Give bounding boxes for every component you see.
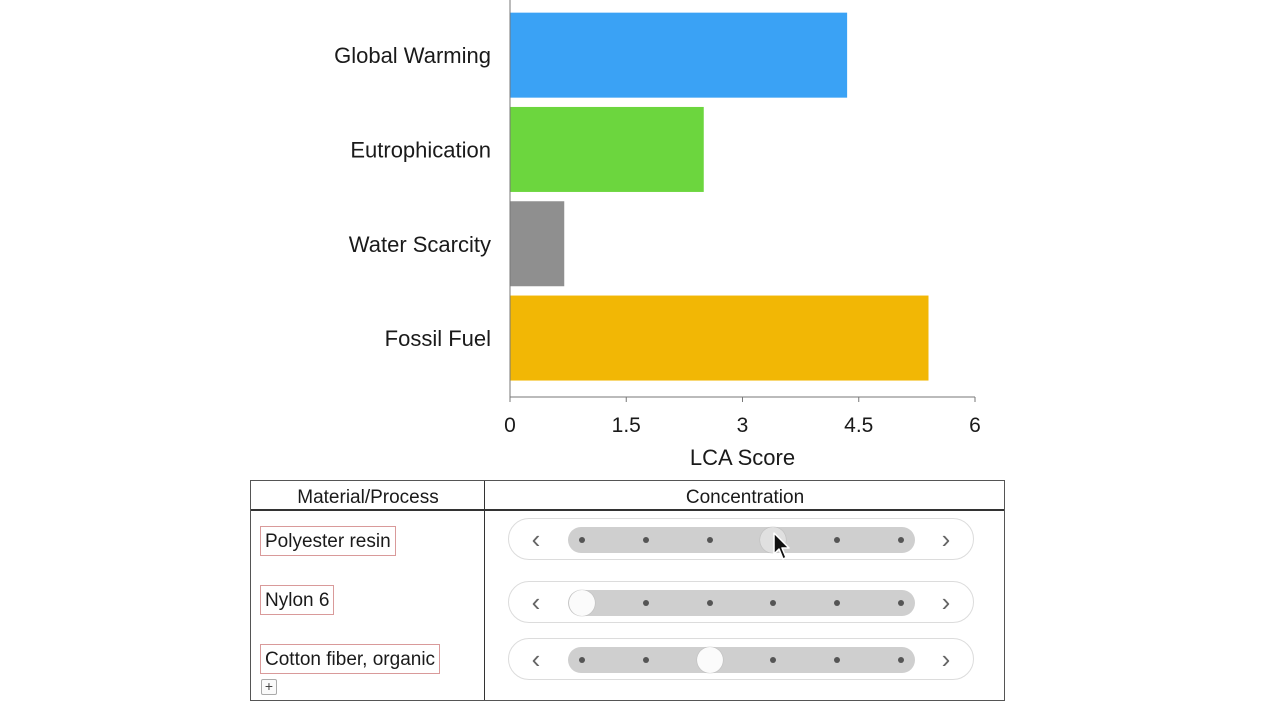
bar-fossil-fuel bbox=[510, 295, 929, 381]
concentration-track[interactable] bbox=[568, 647, 915, 673]
material-concentration-panel: Material/Process Concentration Polyester… bbox=[250, 480, 1005, 701]
concentration-track[interactable] bbox=[568, 527, 915, 553]
category-label: Eutrophication bbox=[350, 137, 491, 162]
step-dot[interactable] bbox=[578, 657, 585, 663]
material-process-header: Material/Process bbox=[297, 487, 439, 508]
concentration-knob[interactable] bbox=[568, 590, 595, 616]
column-divider bbox=[484, 481, 485, 700]
concentration-header: Concentration bbox=[685, 487, 805, 508]
chevron-right-icon[interactable]: › bbox=[941, 644, 951, 674]
step-dot[interactable] bbox=[706, 600, 713, 606]
chevron-left-icon[interactable]: ‹ bbox=[531, 644, 541, 674]
chevron-left-icon[interactable]: ‹ bbox=[531, 587, 541, 617]
bar-global-warming bbox=[510, 12, 848, 98]
x-tick-label: 4.5 bbox=[844, 414, 873, 437]
step-dot[interactable] bbox=[898, 537, 905, 543]
step-dot[interactable] bbox=[898, 657, 905, 663]
bar-eutrophication bbox=[510, 106, 704, 192]
step-dot[interactable] bbox=[834, 537, 841, 543]
step-dot[interactable] bbox=[706, 537, 713, 543]
step-dot[interactable] bbox=[770, 657, 777, 663]
material-cotton-fiber-organic[interactable]: Cotton fiber, organic bbox=[260, 644, 441, 674]
add-material-button[interactable]: + bbox=[261, 679, 277, 695]
concentration-track[interactable] bbox=[568, 590, 915, 616]
step-dot[interactable] bbox=[898, 600, 905, 606]
material-polyester-resin[interactable]: Polyester resin bbox=[260, 526, 396, 556]
concentration-knob[interactable] bbox=[696, 647, 723, 673]
chevron-left-icon[interactable]: ‹ bbox=[531, 524, 541, 554]
material-nylon-6[interactable]: Nylon 6 bbox=[260, 585, 335, 615]
lca-bar-chart: Global Warming Eutrophication Water Scarci… bbox=[334, 0, 981, 470]
step-dot[interactable] bbox=[642, 657, 649, 663]
concentration-stepper-polyester-resin[interactable]: ‹ › bbox=[508, 518, 974, 560]
x-tick-label: 6 bbox=[969, 414, 981, 437]
x-tick-label: 1.5 bbox=[612, 414, 641, 437]
step-dot[interactable] bbox=[834, 600, 841, 606]
mouse-pointer-icon bbox=[773, 532, 790, 560]
x-axis-label: LCA Score bbox=[690, 445, 795, 470]
category-label: Fossil Fuel bbox=[385, 326, 491, 351]
plus-icon: + bbox=[264, 678, 274, 694]
concentration-stepper-nylon-6[interactable]: ‹ › bbox=[508, 581, 974, 623]
chevron-right-icon[interactable]: › bbox=[941, 587, 951, 617]
x-tick-label: 3 bbox=[737, 414, 749, 437]
step-dot[interactable] bbox=[770, 600, 777, 606]
category-label: Global Warming bbox=[334, 43, 491, 68]
category-label: Water Scarcity bbox=[349, 232, 491, 257]
x-tick-label: 0 bbox=[504, 414, 516, 437]
step-dot[interactable] bbox=[578, 537, 585, 543]
step-dot[interactable] bbox=[834, 657, 841, 663]
bar-water-scarcity bbox=[510, 201, 565, 287]
step-dot[interactable] bbox=[642, 537, 649, 543]
step-dot[interactable] bbox=[642, 600, 649, 606]
chevron-right-icon[interactable]: › bbox=[941, 524, 951, 554]
header-divider bbox=[251, 509, 1004, 511]
concentration-stepper-cotton-fiber-organic[interactable]: ‹ › bbox=[508, 638, 974, 680]
